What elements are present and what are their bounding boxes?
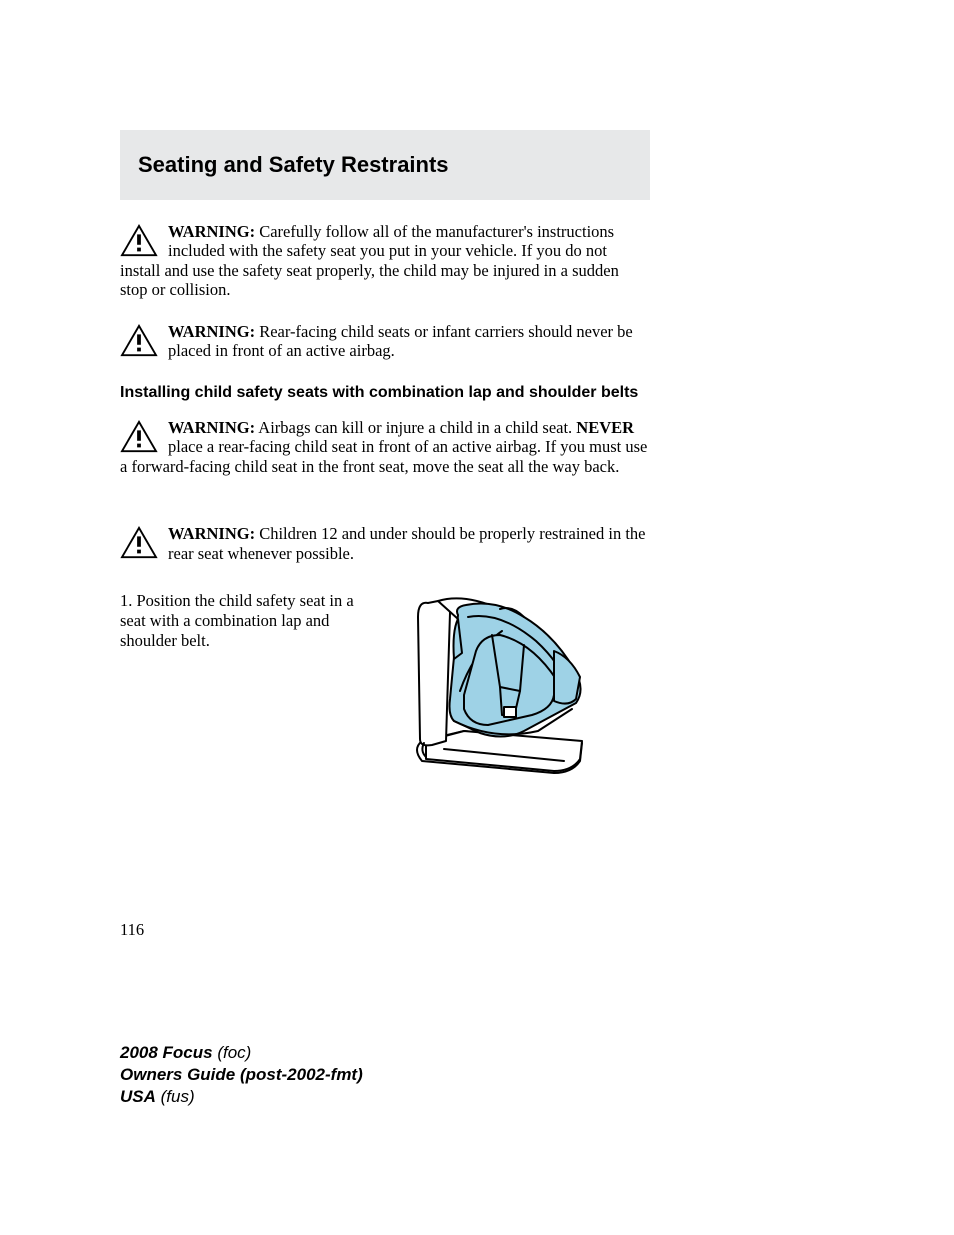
subheading: Installing child safety seats with combi… bbox=[120, 383, 650, 402]
step-1-text: 1. Position the child safety seat in a s… bbox=[120, 591, 378, 786]
warning-triangle-icon bbox=[120, 420, 158, 454]
warning-block-1: WARNING: Carefully follow all of the man… bbox=[120, 222, 650, 300]
section-header-band: Seating and Safety Restraints bbox=[120, 130, 650, 200]
warning-text-2: WARNING: Rear-facing child seats or infa… bbox=[120, 322, 650, 361]
warning-label: WARNING: bbox=[168, 524, 255, 543]
warning-triangle-icon bbox=[120, 526, 158, 560]
warning-pre: Airbags can kill or injure a child in a … bbox=[255, 418, 576, 437]
warning-post: place a rear-facing child seat in front … bbox=[120, 437, 647, 475]
warning-text-3: WARNING: Airbags can kill or injure a ch… bbox=[120, 418, 650, 476]
page-number: 116 bbox=[120, 920, 144, 940]
warning-label: WARNING: bbox=[168, 222, 255, 241]
footer-region: USA bbox=[120, 1087, 156, 1106]
warning-block-3: WARNING: Airbags can kill or injure a ch… bbox=[120, 418, 650, 476]
warning-text-4: WARNING: Children 12 and under should be… bbox=[120, 524, 650, 563]
section-title: Seating and Safety Restraints bbox=[138, 152, 449, 178]
warning-never: NEVER bbox=[576, 418, 634, 437]
child-seat-svg bbox=[404, 591, 614, 786]
warning-triangle-icon bbox=[120, 324, 158, 358]
warning-block-2: WARNING: Rear-facing child seats or infa… bbox=[120, 322, 650, 361]
warning-triangle-icon bbox=[120, 224, 158, 258]
warning-label: WARNING: bbox=[168, 322, 255, 341]
warning-block-4: WARNING: Children 12 and under should be… bbox=[120, 524, 650, 563]
step-row-1: 1. Position the child safety seat in a s… bbox=[120, 591, 650, 786]
warning-label: WARNING: bbox=[168, 418, 255, 437]
footer-line-3: USA (fus) bbox=[120, 1086, 363, 1108]
footer-line-2: Owners Guide (post-2002-fmt) bbox=[120, 1064, 363, 1086]
child-seat-illustration bbox=[404, 591, 650, 786]
footer-model-code: (foc) bbox=[213, 1043, 252, 1062]
content-area: WARNING: Carefully follow all of the man… bbox=[120, 222, 650, 786]
warning-text-1: WARNING: Carefully follow all of the man… bbox=[120, 222, 650, 300]
footer-line-1: 2008 Focus (foc) bbox=[120, 1042, 363, 1064]
page-root: Seating and Safety Restraints WARNING: C… bbox=[0, 0, 954, 1235]
footer-region-code: (fus) bbox=[156, 1087, 195, 1106]
footer-model: 2008 Focus bbox=[120, 1043, 213, 1062]
footer-block: 2008 Focus (foc) Owners Guide (post-2002… bbox=[120, 1042, 363, 1107]
